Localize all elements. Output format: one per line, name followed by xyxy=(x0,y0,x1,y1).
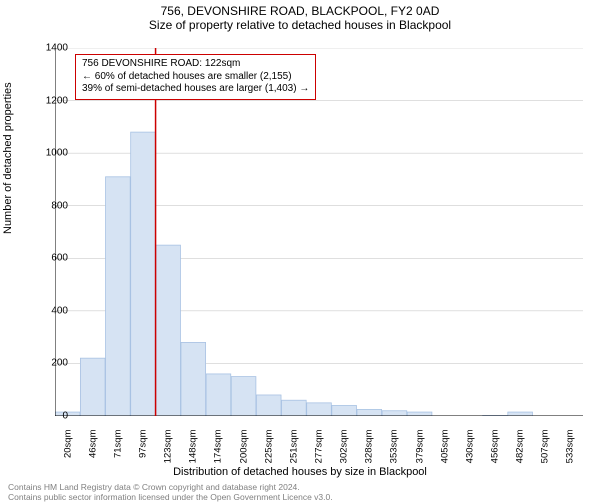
histogram-bar xyxy=(332,405,357,416)
y-tick-label: 200 xyxy=(51,358,68,369)
y-tick-label: 1000 xyxy=(46,148,68,159)
footer-line1: Contains HM Land Registry data © Crown c… xyxy=(8,482,333,492)
annotation-line2: ← 60% of detached houses are smaller (2,… xyxy=(82,71,309,84)
histogram-bar xyxy=(206,374,231,416)
footer-attribution: Contains HM Land Registry data © Crown c… xyxy=(8,482,333,502)
chart-container: { "chart": { "type": "histogram", "title… xyxy=(0,4,600,504)
histogram-bar xyxy=(156,245,181,416)
histogram-bar xyxy=(508,412,533,416)
annotation-line3: 39% of semi-detached houses are larger (… xyxy=(82,83,309,96)
y-tick-label: 400 xyxy=(51,305,68,316)
y-tick-label: 600 xyxy=(51,253,68,264)
x-axis-label: Distribution of detached houses by size … xyxy=(0,466,600,478)
y-tick-label: 1200 xyxy=(46,95,68,106)
annotation-box: 756 DEVONSHIRE ROAD: 122sqm ← 60% of det… xyxy=(75,54,316,100)
annotation-line1: 756 DEVONSHIRE ROAD: 122sqm xyxy=(82,58,309,71)
histogram-bar xyxy=(131,132,156,416)
y-tick-label: 800 xyxy=(51,200,68,211)
histogram-bar xyxy=(231,377,256,416)
footer-line2: Contains public sector information licen… xyxy=(8,492,333,502)
histogram-bar xyxy=(357,409,382,416)
histogram-bar xyxy=(256,395,281,416)
chart-plot xyxy=(55,48,583,416)
histogram-bar xyxy=(282,400,307,416)
histogram-bar xyxy=(407,412,432,416)
y-tick-label: 1400 xyxy=(46,43,68,54)
histogram-bar xyxy=(307,403,332,416)
y-tick-label: 0 xyxy=(62,411,68,422)
y-axis-label: Number of detached properties xyxy=(2,82,14,234)
histogram-bar xyxy=(382,411,407,416)
chart-subtitle: Size of property relative to detached ho… xyxy=(0,18,600,32)
histogram-bar xyxy=(106,177,131,416)
histogram-bar xyxy=(181,342,206,416)
chart-title-address: 756, DEVONSHIRE ROAD, BLACKPOOL, FY2 0AD xyxy=(0,4,600,18)
histogram-bar xyxy=(80,358,105,416)
